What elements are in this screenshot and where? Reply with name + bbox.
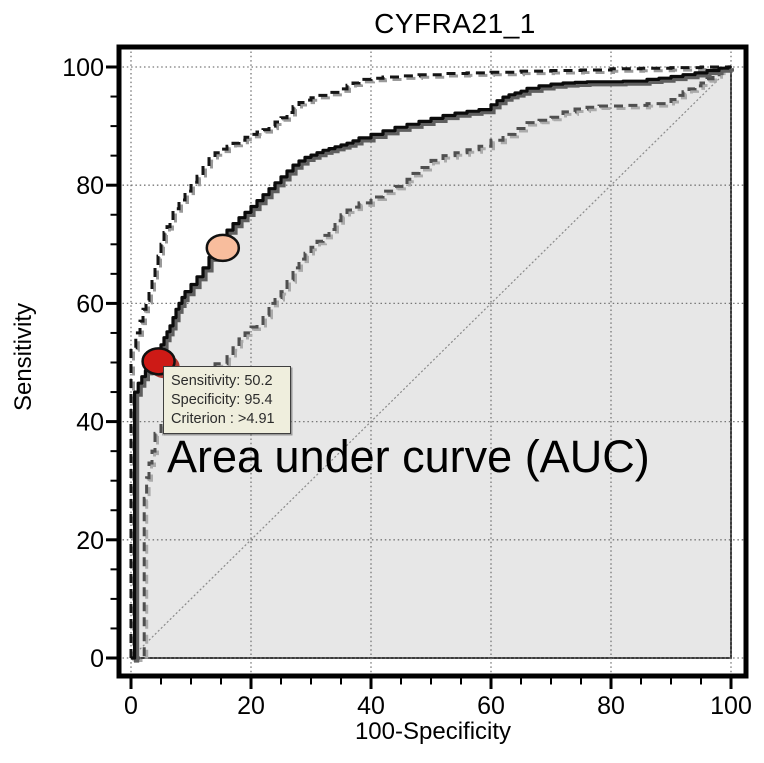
ci-lower-curve: [131, 65, 731, 660]
ci-lower-curve-shadow: [133, 68, 734, 662]
y-tick-label: 0: [90, 645, 104, 673]
roc-curve-shadow: [134, 68, 734, 663]
x-tick-label: 0: [124, 692, 138, 720]
x-tick-label: 100: [710, 692, 752, 720]
y-tick-label: 60: [76, 290, 104, 318]
criterion-tooltip: Sensitivity: 50.2 Specificity: 95.4 Crit…: [163, 366, 291, 434]
x-tick-label: 40: [357, 692, 385, 720]
auc-annotation: Area under curve (AUC): [167, 431, 650, 482]
reference-diagonal: [130, 66, 732, 659]
tooltip-sensitivity: Sensitivity: 50.2: [171, 373, 273, 389]
x-tick-label: 80: [597, 692, 625, 720]
x-tick-label: 60: [477, 692, 505, 720]
tooltip-specificity: Specificity: 95.4: [171, 392, 273, 408]
axis-ticks: [106, 65, 733, 689]
ci-upper-curve: [129, 65, 731, 658]
plot-frame: [116, 44, 749, 679]
y-tick-label: 100: [62, 54, 104, 82]
y-tick-label: 40: [76, 409, 104, 437]
y-tick-label: 20: [76, 527, 104, 555]
x-tick-label: 20: [237, 692, 265, 720]
x-axis-label: 100-Specificity: [354, 718, 512, 745]
ci-upper-curve-shadow: [132, 68, 734, 661]
tooltip-criterion: Criterion : >4.91: [171, 411, 275, 427]
y-tick-label: 80: [76, 172, 104, 200]
tick-labels: 00 20 20 40 40 60 60 80 80 100 100: [62, 54, 752, 720]
roc-curve: [131, 65, 731, 660]
secondary-point-marker[interactable]: [205, 233, 241, 263]
chart-title: CYFRA21_1: [374, 8, 536, 39]
y-axis-label: Sensitivity: [10, 302, 37, 412]
